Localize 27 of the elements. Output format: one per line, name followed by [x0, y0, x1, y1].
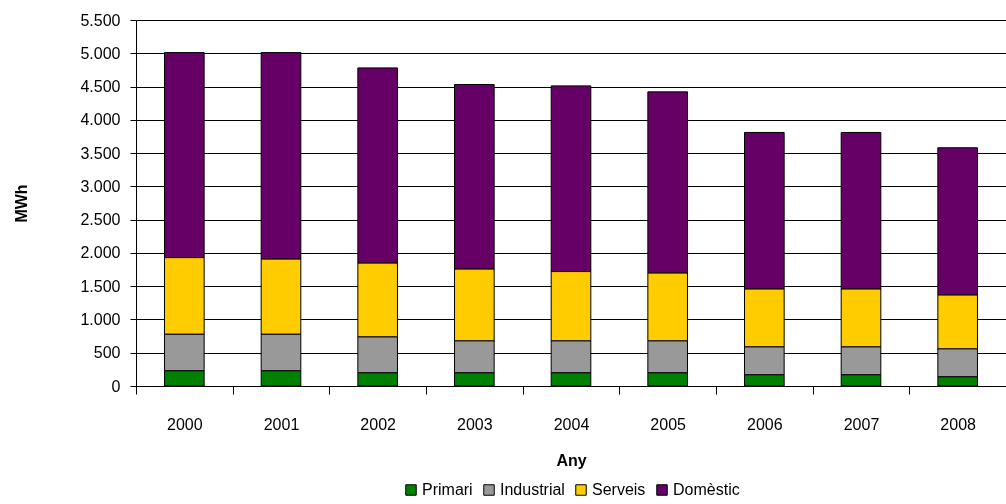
- legend-label: Domèstic: [673, 481, 740, 498]
- y-tick-label: 4.500: [80, 78, 121, 96]
- y-tick-label: 4.000: [80, 111, 121, 129]
- y-tick-label: 1.500: [80, 277, 121, 295]
- legend-label: Serveis: [592, 481, 646, 498]
- y-tick-label: 5.000: [80, 44, 121, 62]
- x-tick-label: 2008: [940, 415, 977, 433]
- x-tick-label: 2002: [360, 415, 397, 433]
- y-tick-label: 1.000: [80, 310, 121, 328]
- y-tick-label: 2.500: [80, 211, 121, 229]
- y-tick-label: 3.500: [80, 144, 121, 162]
- y-axis-title: MWh: [13, 184, 31, 223]
- x-tick-label: 2000: [167, 415, 203, 433]
- x-axis-title: Any: [556, 451, 587, 469]
- legend-label: Primari: [422, 481, 473, 498]
- x-tick-label: 2003: [457, 415, 493, 433]
- x-tick-label: 2005: [650, 415, 687, 433]
- x-tick-label: 2007: [843, 415, 880, 433]
- y-tick-label: 500: [93, 344, 121, 362]
- y-tick-label: 0: [111, 377, 121, 395]
- x-tick-label: 2004: [553, 415, 590, 433]
- x-tick-label: 2006: [747, 415, 783, 433]
- y-tick-label: 5.500: [80, 11, 121, 29]
- y-tick-label: 3.000: [80, 177, 121, 195]
- x-tick-label: 2001: [263, 415, 300, 433]
- legend-label: Industrial: [500, 481, 565, 498]
- y-tick-label: 2.000: [80, 244, 121, 262]
